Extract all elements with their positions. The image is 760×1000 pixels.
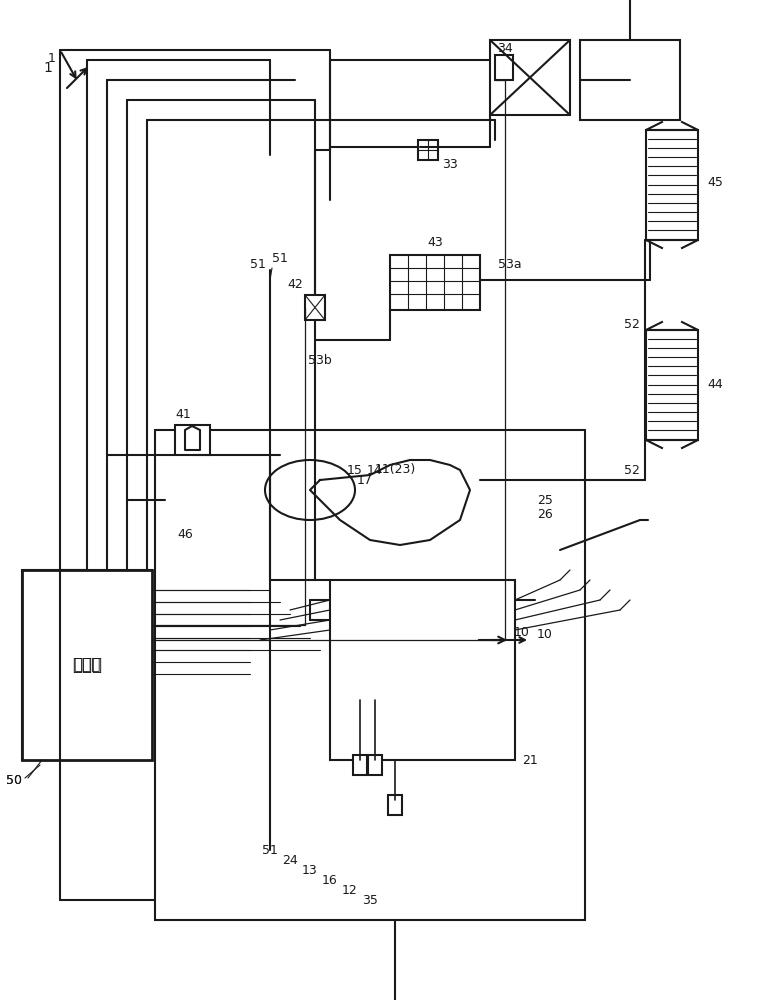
Text: 17: 17 xyxy=(357,474,373,487)
Bar xyxy=(305,295,325,320)
Text: 15: 15 xyxy=(347,464,363,477)
Text: 46: 46 xyxy=(177,528,193,542)
Text: 1: 1 xyxy=(43,61,52,75)
Bar xyxy=(490,40,570,115)
Bar xyxy=(495,55,513,80)
Text: 50: 50 xyxy=(6,774,22,786)
Text: 13: 13 xyxy=(302,863,318,876)
Bar xyxy=(368,755,382,775)
Bar xyxy=(155,430,585,920)
Text: 52: 52 xyxy=(624,464,640,477)
Text: 42: 42 xyxy=(287,278,303,292)
Text: 45: 45 xyxy=(707,176,723,190)
Text: 12: 12 xyxy=(342,884,358,896)
Bar xyxy=(330,580,515,760)
Text: 10: 10 xyxy=(537,629,553,642)
Text: 控制器: 控制器 xyxy=(73,658,100,672)
Text: 35: 35 xyxy=(362,894,378,906)
Text: 10: 10 xyxy=(514,626,530,639)
Text: 53b: 53b xyxy=(308,354,332,366)
Text: 51: 51 xyxy=(250,258,266,271)
Bar xyxy=(175,425,210,455)
Text: 11(23): 11(23) xyxy=(375,464,416,477)
Text: 41: 41 xyxy=(175,408,191,422)
Text: 52: 52 xyxy=(624,318,640,332)
Bar xyxy=(353,755,367,775)
Bar xyxy=(646,130,698,240)
Text: 16: 16 xyxy=(322,874,338,886)
Text: 25: 25 xyxy=(537,493,553,506)
Bar xyxy=(390,255,480,310)
Text: 33: 33 xyxy=(442,158,458,172)
Text: 51: 51 xyxy=(272,251,288,264)
Bar xyxy=(388,795,402,815)
Text: 53a: 53a xyxy=(499,258,522,271)
Bar xyxy=(418,140,438,160)
Text: 34: 34 xyxy=(497,41,513,54)
Text: 26: 26 xyxy=(537,508,553,522)
Text: 控制器: 控制器 xyxy=(72,656,102,674)
Text: 44: 44 xyxy=(707,378,723,391)
Text: 43: 43 xyxy=(427,235,443,248)
Text: 21: 21 xyxy=(522,754,538,766)
Bar xyxy=(22,570,152,760)
Text: 50: 50 xyxy=(6,774,22,786)
Bar xyxy=(22,570,152,760)
Text: 1: 1 xyxy=(48,51,56,64)
Text: 24: 24 xyxy=(282,854,298,866)
Bar xyxy=(580,40,680,120)
Text: 14: 14 xyxy=(367,464,383,477)
Text: 51: 51 xyxy=(262,844,278,856)
Bar xyxy=(646,330,698,440)
